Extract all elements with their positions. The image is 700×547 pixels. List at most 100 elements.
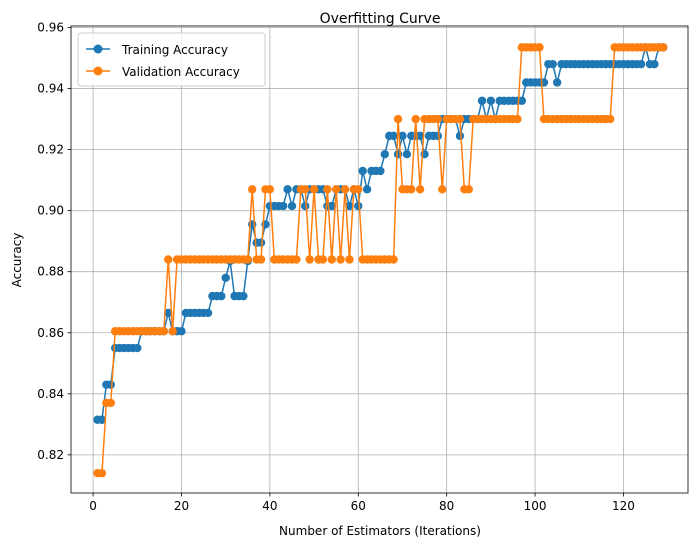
series-layer xyxy=(93,43,668,478)
data-point xyxy=(433,114,443,124)
data-point xyxy=(517,96,527,105)
legend-label-validation: Validation Accuracy xyxy=(122,65,240,79)
data-point xyxy=(438,185,447,194)
data-point xyxy=(455,131,465,141)
data-point xyxy=(97,415,107,424)
data-point xyxy=(455,114,465,124)
data-point xyxy=(301,201,310,211)
data-point xyxy=(636,59,646,69)
data-point xyxy=(389,131,398,141)
data-point xyxy=(354,185,363,194)
data-point xyxy=(327,201,336,211)
legend: Training Accuracy Validation Accuracy xyxy=(77,32,266,87)
data-point xyxy=(362,185,372,194)
x-axis-label: Number of Estimators (Iterations) xyxy=(279,524,481,538)
data-point xyxy=(345,201,354,211)
data-point xyxy=(203,308,213,318)
data-point xyxy=(477,96,487,105)
y-tick-label: 0.86 xyxy=(37,326,64,340)
y-tick-label: 0.82 xyxy=(37,448,64,462)
data-point xyxy=(278,201,288,211)
data-point xyxy=(164,308,173,318)
data-point xyxy=(411,114,420,124)
x-tick-label: 80 xyxy=(439,499,454,513)
data-point xyxy=(256,238,266,247)
x-tick-label: 0 xyxy=(89,499,97,513)
data-point xyxy=(398,131,407,141)
grid xyxy=(71,26,688,493)
data-point xyxy=(402,150,412,159)
data-point xyxy=(221,273,230,283)
data-point xyxy=(327,255,336,264)
data-point xyxy=(256,255,266,264)
y-axis-label: Accuracy xyxy=(10,233,24,288)
data-point xyxy=(318,255,328,264)
data-point xyxy=(650,59,659,69)
data-point xyxy=(305,255,314,264)
data-point xyxy=(217,291,226,301)
x-tick-label: 60 xyxy=(351,499,366,513)
data-point xyxy=(548,59,557,69)
data-point xyxy=(177,327,186,336)
data-point xyxy=(345,255,354,264)
data-point xyxy=(354,201,363,211)
data-point xyxy=(248,185,257,194)
data-point xyxy=(309,185,319,194)
series-validation xyxy=(93,43,668,478)
y-tick-label: 0.88 xyxy=(37,265,64,279)
data-point xyxy=(292,255,301,264)
data-point xyxy=(287,201,297,211)
data-point xyxy=(106,398,115,408)
data-point xyxy=(159,327,169,336)
data-point xyxy=(659,43,668,52)
data-point xyxy=(552,78,562,87)
legend-marker-validation xyxy=(93,66,103,76)
x-axis: 0 20 40 60 80 100 120 xyxy=(89,493,635,513)
data-point xyxy=(97,468,107,478)
data-point xyxy=(380,150,389,159)
data-point xyxy=(415,131,425,141)
y-tick-label: 0.94 xyxy=(37,82,64,96)
data-point xyxy=(340,185,350,194)
data-point xyxy=(415,185,425,194)
x-tick-label: 20 xyxy=(174,499,189,513)
plot-frame xyxy=(70,25,689,494)
data-point xyxy=(606,114,615,124)
data-point xyxy=(513,114,522,124)
y-tick-label: 0.92 xyxy=(37,143,64,157)
data-point xyxy=(283,185,292,194)
y-tick-label: 0.84 xyxy=(37,387,64,401)
data-point xyxy=(464,185,473,194)
legend-marker-training xyxy=(93,44,103,54)
data-point xyxy=(433,131,443,141)
y-tick-label: 0.90 xyxy=(37,204,64,218)
y-axis: 0.82 0.84 0.86 0.88 0.90 0.92 0.94 0.96 xyxy=(37,21,71,462)
series-training xyxy=(93,43,668,424)
data-point xyxy=(164,255,173,264)
data-point xyxy=(323,185,332,194)
data-point xyxy=(486,96,496,105)
data-point xyxy=(106,380,115,389)
y-tick-label: 0.96 xyxy=(37,21,64,35)
x-tick-label: 40 xyxy=(262,499,277,513)
data-point xyxy=(336,255,345,264)
data-point xyxy=(168,327,177,336)
data-point xyxy=(133,343,142,353)
data-point xyxy=(239,291,248,301)
x-tick-label: 100 xyxy=(524,499,547,513)
x-tick-label: 120 xyxy=(612,499,635,513)
chart-title: Overfitting Curve xyxy=(320,11,441,27)
legend-label-training: Training Accuracy xyxy=(121,43,228,57)
data-point xyxy=(535,43,544,52)
data-point xyxy=(301,185,310,194)
data-point xyxy=(376,166,385,176)
legend-box xyxy=(77,32,266,87)
data-point xyxy=(407,185,416,194)
data-point xyxy=(358,166,367,176)
data-point xyxy=(243,255,252,264)
data-point xyxy=(389,255,398,264)
data-point xyxy=(265,185,275,194)
data-point xyxy=(331,185,341,194)
